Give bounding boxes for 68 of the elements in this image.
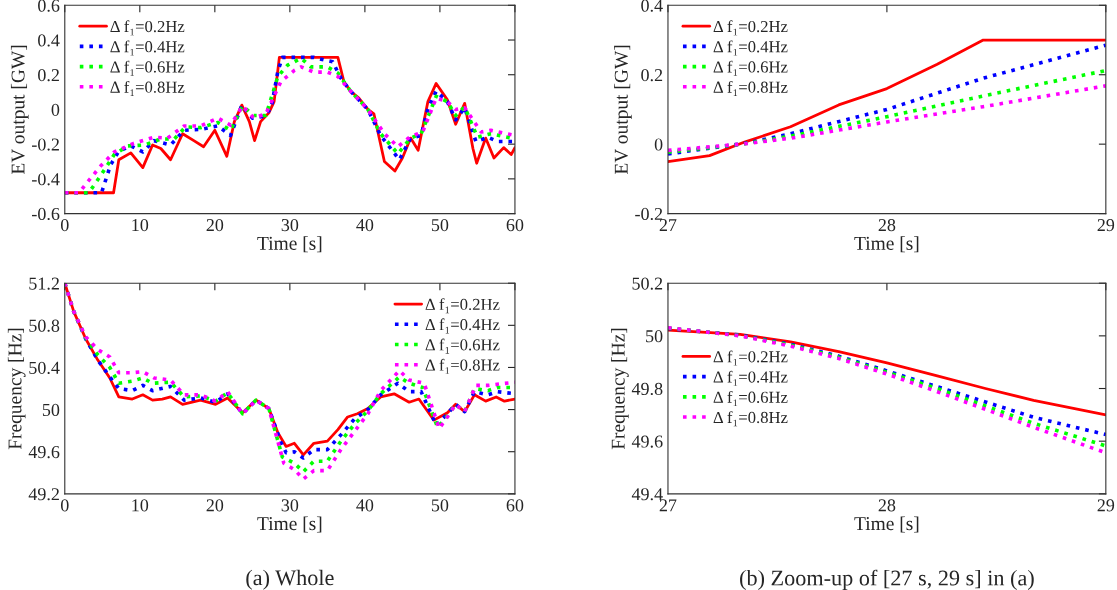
y-axis-title: EV output [GW] — [614, 45, 632, 175]
legend-label: Δ f₁=0.8Hz — [713, 80, 788, 96]
y-tick-label: -0.6 — [32, 207, 60, 221]
x-tick-label: 40 — [356, 218, 374, 232]
x-tick-label: 30 — [281, 499, 299, 512]
y-tick-label: 49.8 — [631, 382, 663, 396]
y-tick-label: 49.6 — [28, 446, 60, 459]
y-axis-title: Frequency [Hz] — [7, 328, 26, 450]
y-tick-label: 0.4 — [641, 0, 663, 12]
x-axis-title: Time [s] — [257, 236, 322, 253]
legend-label: Δ f₁=0.4Hz — [713, 370, 788, 386]
x-tick-label: 30 — [281, 218, 299, 232]
y-tick-label: 49.6 — [631, 435, 663, 448]
y-tick-label: 0.2 — [38, 68, 59, 82]
y-tick-label: 51.2 — [29, 277, 59, 290]
x-tick-label: 27 — [659, 219, 677, 231]
legend-label: Δ f₁=0.6Hz — [425, 338, 500, 354]
legend-label: Δ f₁=0.6Hz — [110, 60, 185, 76]
x-tick-label: 10 — [132, 499, 149, 512]
x-tick-label: 60 — [506, 499, 524, 512]
x-tick-label: 10 — [132, 218, 149, 232]
legend-label: Δ f₁=0.2Hz — [713, 20, 788, 36]
y-tick-label: 49.4 — [631, 488, 663, 501]
x-tick-label: 0 — [60, 499, 69, 512]
y-tick-label: 49.2 — [28, 488, 59, 501]
x-axis-title: Time [s] — [854, 236, 919, 253]
x-tick-label: 0 — [60, 218, 69, 232]
y-tick-label: 50.4 — [29, 361, 60, 374]
legend-label: Δ f₁=0.4Hz — [425, 318, 500, 334]
x-tick-label: 28 — [878, 499, 896, 512]
y-tick-label: 0.2 — [641, 68, 663, 82]
legend-label: Δ f₁=0.8Hz — [713, 411, 788, 427]
legend-label: Δ f₁=0.2Hz — [110, 20, 185, 36]
text: (b) Zoom-up of [27 s, 29 s] in (a) — [740, 569, 1034, 590]
legend-label: Δ f₁=0.4Hz — [713, 40, 788, 56]
x-tick-label: 40 — [356, 499, 374, 512]
legend-label: Δ f₁=0.2Hz — [713, 350, 788, 366]
text: (a) Whole — [246, 569, 334, 590]
y-axis-title: EV output [GW] — [10, 45, 29, 175]
y-tick-label: 0.6 — [38, 0, 60, 12]
y-tick-label: 0 — [654, 138, 663, 151]
y-tick-label: 50 — [646, 330, 663, 343]
legend-label: Δ f₁=0.8Hz — [425, 358, 500, 374]
y-axis-title: Frequency [Hz] — [611, 328, 629, 450]
x-tick-label: 20 — [206, 499, 224, 512]
x-axis-title: Time [s] — [257, 516, 322, 533]
y-tick-label: 50 — [42, 403, 60, 417]
x-tick-label: 50 — [431, 499, 449, 512]
y-tick-label: -0.2 — [635, 207, 663, 221]
x-tick-label: 20 — [206, 218, 224, 232]
y-tick-label: 50.2 — [632, 277, 663, 290]
x-tick-label: 60 — [506, 218, 524, 232]
y-tick-label: 50.8 — [29, 319, 60, 332]
legend-label: Δ f₁=0.2Hz — [425, 298, 500, 314]
legend-label: Δ f₁=0.4Hz — [110, 40, 185, 56]
x-tick-label: 50 — [431, 218, 449, 232]
x-axis-title: Time [s] — [854, 516, 919, 533]
y-tick-label: 0.4 — [38, 34, 60, 47]
y-tick-label: -0.4 — [32, 173, 60, 186]
x-tick-label: 28 — [878, 218, 896, 232]
legend-label: Δ f₁=0.6Hz — [713, 60, 788, 76]
x-tick-label: 27 — [659, 499, 677, 512]
legend-label: Δ f₁=0.6Hz — [713, 390, 788, 407]
y-tick-label: 0 — [51, 103, 60, 116]
x-tick-label: 29 — [1097, 499, 1115, 512]
y-tick-label: -0.2 — [32, 138, 59, 151]
x-tick-label: 29 — [1097, 219, 1115, 232]
legend-label: Δ f₁=0.8Hz — [110, 80, 185, 96]
